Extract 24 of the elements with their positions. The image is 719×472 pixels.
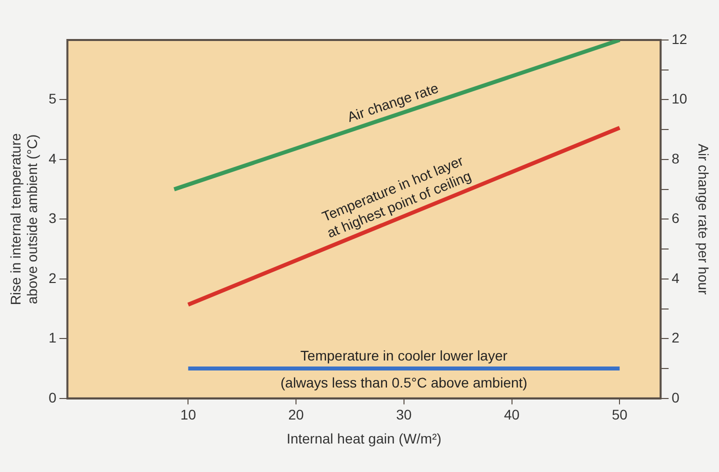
text: Air change rate: [345, 80, 440, 125]
y2-tick-label: 2: [672, 330, 680, 346]
x-tick-label: 20: [288, 406, 304, 423]
x-tick-label: 50: [612, 406, 628, 423]
x-tick-label: 40: [504, 406, 520, 423]
y2-tick-label: 12: [672, 30, 688, 47]
y2-tick-label: 6: [672, 210, 680, 226]
y-tick-label: 0: [48, 389, 57, 406]
series-label: Temperature in cooler lower layer: [300, 348, 508, 364]
y-tick-label: 4: [48, 150, 57, 166]
y2-tick-label: 10: [672, 90, 688, 107]
y2-tick-label: 8: [672, 150, 680, 166]
y-tick-label: 2: [48, 270, 57, 286]
annotation: (always less than 0.5°C above ambient): [280, 374, 528, 390]
y-tick-label: 1: [48, 330, 57, 346]
y2-tick-label: 0: [672, 389, 680, 406]
x-axis-title: Internal heat gain (W/m²): [286, 430, 442, 446]
x-tick-label: 30: [396, 406, 412, 423]
x-tick-label: 10: [180, 406, 196, 423]
y-axis-title: Rise in internal temperature above outside ambient (°C): [7, 133, 40, 306]
y2-axis-title: Air change rate per hour: [696, 144, 712, 296]
y2-tick-label: 4: [672, 270, 680, 286]
y-tick-label: 3: [48, 210, 57, 226]
y-tick-label: 5: [48, 90, 57, 107]
